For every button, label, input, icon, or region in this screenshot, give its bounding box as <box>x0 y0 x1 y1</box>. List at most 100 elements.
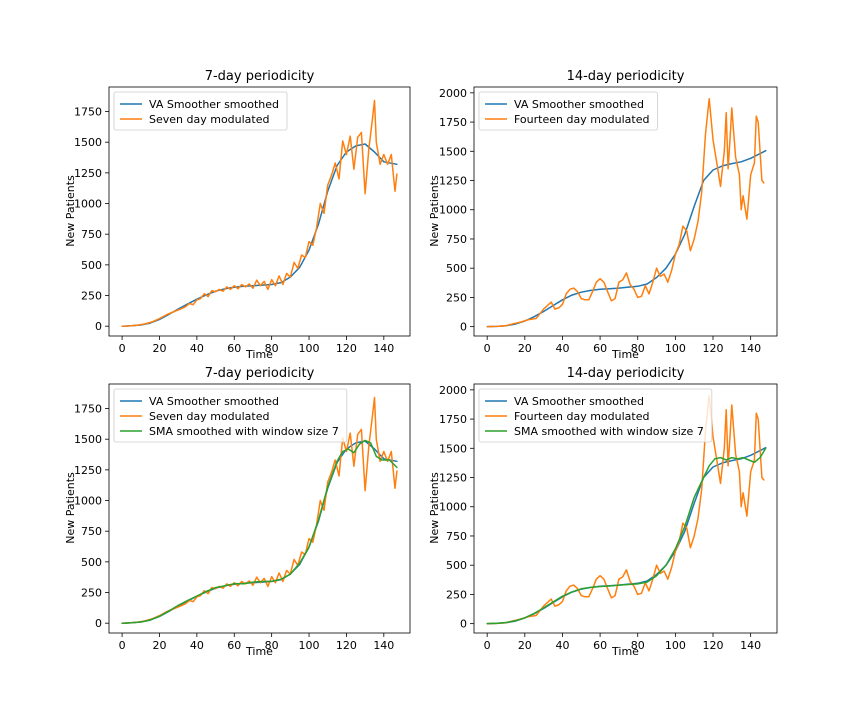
axes-frame <box>108 383 411 634</box>
y-tick-label: 750 <box>81 525 102 538</box>
y-tick-label: 0 <box>95 320 102 333</box>
x-tick-label: 60 <box>227 342 241 355</box>
x-tick-label: 0 <box>119 639 126 652</box>
x-tick-label: 140 <box>373 342 394 355</box>
series-line-va14 <box>486 446 767 625</box>
x-tick-label: 120 <box>336 342 357 355</box>
legend-label: Seven day modulated <box>149 410 269 423</box>
y-tick-label: 500 <box>446 559 467 572</box>
legend: VA Smoother smoothed Seven day modulated S… <box>113 388 348 443</box>
x-tick-label: 20 <box>518 342 532 355</box>
series-line-va7 <box>121 440 398 624</box>
x-axis-label: Time <box>245 348 273 361</box>
legend-box <box>113 388 348 443</box>
legend-label: Seven day modulated <box>149 113 269 126</box>
y-axis-label: New Patients <box>64 472 77 544</box>
series-line-va14 <box>486 149 767 328</box>
x-tick-label: 120 <box>336 639 357 652</box>
y-tick-label: 1500 <box>439 145 467 158</box>
x-tick-label: 20 <box>152 342 166 355</box>
y-tick-label: 1750 <box>439 116 467 129</box>
x-tick-label: 80 <box>265 342 279 355</box>
legend: VA Smoother smoothed Fourteen day modulat… <box>478 388 713 443</box>
x-tick-label: 80 <box>265 639 279 652</box>
y-tick-label: 2000 <box>439 384 467 397</box>
x-tick-label: 40 <box>555 342 569 355</box>
axes-frame <box>473 86 778 337</box>
y-tick-label: 750 <box>446 530 467 543</box>
y-tick-label: 2000 <box>439 87 467 100</box>
legend: VA Smoother smoothed Fourteen day modulat… <box>478 91 658 131</box>
x-tick-label: 80 <box>631 639 645 652</box>
x-tick-label: 120 <box>703 639 724 652</box>
legend-box <box>478 91 658 131</box>
x-tick-label: 140 <box>740 342 761 355</box>
x-tick-label: 80 <box>631 342 645 355</box>
series-group <box>486 394 767 625</box>
y-tick-label: 250 <box>81 290 102 303</box>
x-tick-label: 100 <box>299 639 320 652</box>
y-tick-label: 250 <box>446 291 467 304</box>
x-tick-label: 0 <box>119 342 126 355</box>
x-tick-label: 100 <box>665 639 686 652</box>
x-tick-label: 0 <box>484 639 491 652</box>
chart-title: 7-day periodicity <box>205 366 315 381</box>
y-tick-label: 1500 <box>74 136 102 149</box>
y-tick-label: 1250 <box>74 167 102 180</box>
axes-frame <box>108 86 411 337</box>
y-tick-label: 250 <box>446 588 467 601</box>
y-tick-label: 1000 <box>74 198 102 211</box>
y-tick-label: 1000 <box>439 501 467 514</box>
y-axis-label: New Patients <box>428 472 441 544</box>
y-tick-label: 1000 <box>439 204 467 217</box>
legend-label: SMA smoothed with window size 7 <box>514 425 704 438</box>
x-tick-label: 20 <box>152 639 166 652</box>
x-axis-label: Time <box>611 348 639 361</box>
series-line-mod7 <box>121 396 398 624</box>
x-tick-label: 20 <box>518 639 532 652</box>
y-axis-label: New Patients <box>64 175 77 247</box>
y-tick-label: 1750 <box>439 413 467 426</box>
legend-label: VA Smoother smoothed <box>514 98 644 111</box>
y-tick-label: 750 <box>446 233 467 246</box>
legend-label: VA Smoother smoothed <box>514 395 644 408</box>
chart-panel-bottom-left: 7-day periodicity Time New Patients 0 20 4… <box>64 366 411 658</box>
y-tick-label: 1250 <box>74 464 102 477</box>
legend-label: SMA smoothed with window size 7 <box>149 425 339 438</box>
x-tick-label: 120 <box>703 342 724 355</box>
series-group <box>121 396 398 624</box>
x-axis-label: Time <box>611 645 639 658</box>
series-line-mod14 <box>486 394 765 625</box>
legend-label: Fourteen day modulated <box>514 410 649 423</box>
series-line-va7 <box>121 143 398 327</box>
x-tick-label: 40 <box>555 639 569 652</box>
x-tick-label: 40 <box>190 342 204 355</box>
x-tick-label: 100 <box>665 342 686 355</box>
legend-label: Fourteen day modulated <box>514 113 649 126</box>
x-axis-label: Time <box>245 645 273 658</box>
y-axis-label: New Patients <box>428 175 441 247</box>
x-tick-label: 60 <box>593 342 607 355</box>
axes-frame <box>473 383 778 634</box>
series-group <box>121 99 398 327</box>
y-tick-label: 1250 <box>439 472 467 485</box>
legend-label: VA Smoother smoothed <box>149 395 279 408</box>
x-tick-label: 140 <box>373 639 394 652</box>
series-line-mod7 <box>121 99 398 327</box>
y-tick-label: 0 <box>460 321 467 334</box>
x-tick-label: 0 <box>484 342 491 355</box>
chart-title: 14-day periodicity <box>567 69 685 84</box>
chart-title: 7-day periodicity <box>205 69 315 84</box>
chart-panel-top-left: 7-day periodicity Time New Patients 0 20 4… <box>64 69 411 361</box>
x-tick-label: 100 <box>299 342 320 355</box>
y-tick-label: 250 <box>81 587 102 600</box>
x-tick-label: 60 <box>593 639 607 652</box>
x-tick-label: 40 <box>190 639 204 652</box>
y-tick-label: 750 <box>81 228 102 241</box>
x-tick-label: 60 <box>227 639 241 652</box>
y-tick-label: 1250 <box>439 175 467 188</box>
chart-panel-top-right: 14-day periodicity Time New Patients 0 20… <box>428 69 778 361</box>
chart-title: 14-day periodicity <box>567 366 685 381</box>
y-tick-label: 1000 <box>74 495 102 508</box>
y-tick-label: 1500 <box>74 433 102 446</box>
